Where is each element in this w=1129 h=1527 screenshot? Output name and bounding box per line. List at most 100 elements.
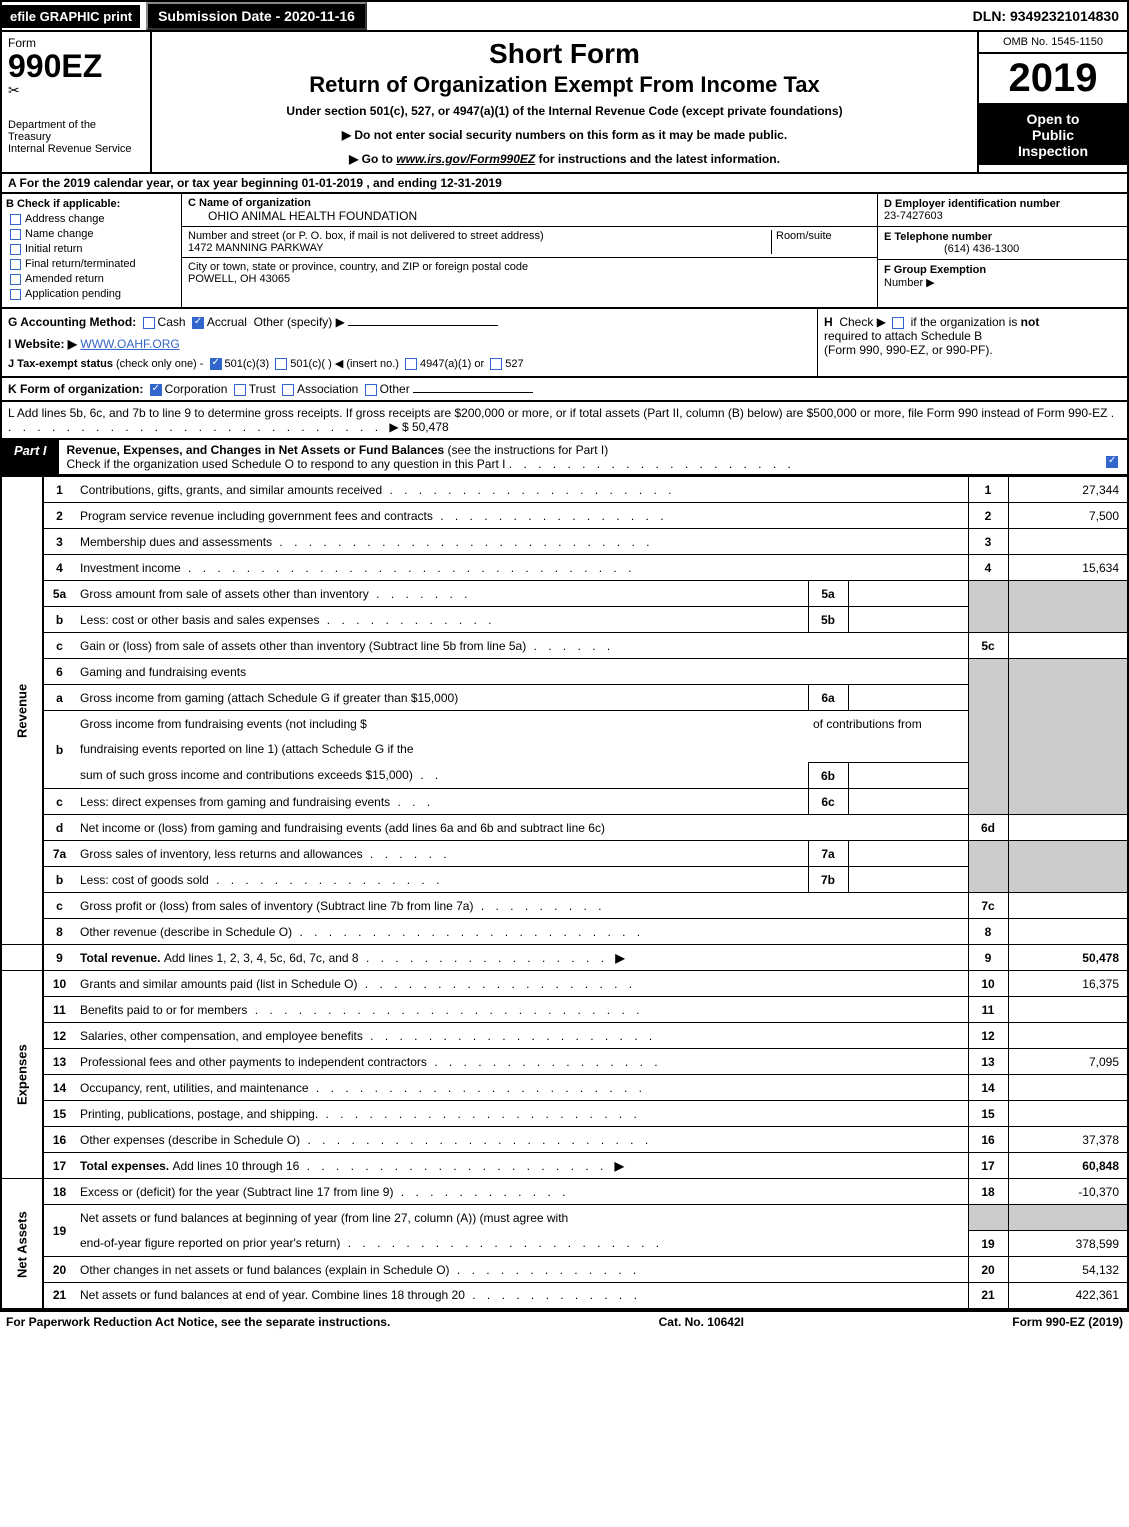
dln: DLN: 93492321014830 xyxy=(965,4,1127,28)
line-13: 13 Professional fees and other payments … xyxy=(1,1049,1128,1075)
line15-value xyxy=(1008,1101,1128,1127)
page-footer: For Paperwork Reduction Act Notice, see … xyxy=(0,1310,1129,1332)
efile-block: efile GRAPHIC print xyxy=(2,5,140,28)
line7c-value xyxy=(1008,893,1128,919)
phone-box: E Telephone number (614) 436-1300 xyxy=(878,227,1127,260)
header-right: OMB No. 1545-1150 2019 Open to Public In… xyxy=(977,32,1127,172)
cb-address-change[interactable]: Address change xyxy=(6,213,177,225)
line4-value: 15,634 xyxy=(1008,555,1128,581)
line2-value: 7,500 xyxy=(1008,503,1128,529)
org-name-box: C Name of organization OHIO ANIMAL HEALT… xyxy=(182,194,877,227)
identity-right: D Employer identification number 23-7427… xyxy=(877,194,1127,307)
line-11: 11 Benefits paid to or for members . . .… xyxy=(1,997,1128,1023)
section-c: C Name of organization OHIO ANIMAL HEALT… xyxy=(182,194,877,307)
cb-cash[interactable] xyxy=(143,317,155,329)
period-line: A For the 2019 calendar year, or tax yea… xyxy=(0,174,1129,194)
line3-value xyxy=(1008,529,1128,555)
line-6b-3: sum of such gross income and contributio… xyxy=(1,763,1128,789)
cb-accrual[interactable] xyxy=(192,317,204,329)
website-link[interactable]: WWW.OAHF.ORG xyxy=(80,337,179,351)
part1-table: Revenue 1 Contributions, gifts, grants, … xyxy=(0,476,1129,1310)
line-14: 14 Occupancy, rent, utilities, and maint… xyxy=(1,1075,1128,1101)
e-label: E Telephone number xyxy=(884,231,992,243)
cb-initial-return[interactable]: Initial return xyxy=(6,243,177,255)
gh-block: G Accounting Method: Cash Accrual Other … xyxy=(0,309,1129,378)
print-link[interactable]: print xyxy=(103,9,132,24)
identity-block: B Check if applicable: Address change Na… xyxy=(0,194,1129,309)
line14-value xyxy=(1008,1075,1128,1101)
line-21: 21 Net assets or fund balances at end of… xyxy=(1,1283,1128,1309)
b-label: B Check if applicable: xyxy=(6,198,177,210)
group-exemption-box: F Group Exemption Number ▶ xyxy=(878,260,1127,293)
line20-value: 54,132 xyxy=(1008,1257,1128,1283)
k-line: K Form of organization: Corporation Trus… xyxy=(0,378,1129,402)
submission-date: Submission Date - 2020-11-16 xyxy=(146,2,367,30)
cb-other-org[interactable] xyxy=(365,384,377,396)
header-left: Form 990EZ ✂ Department of the Treasury … xyxy=(2,32,152,172)
line-10: Expenses 10 Grants and similar amounts p… xyxy=(1,971,1128,997)
d-label: D Employer identification number xyxy=(884,198,1060,210)
return-title: Return of Organization Exempt From Incom… xyxy=(162,72,967,98)
cb-501c[interactable] xyxy=(275,358,287,370)
line-6b-2: fundraising events reported on line 1) (… xyxy=(1,737,1128,763)
line19-value: 378,599 xyxy=(1008,1231,1128,1257)
line12-value xyxy=(1008,1023,1128,1049)
line-3: 3 Membership dues and assessments . . . … xyxy=(1,529,1128,555)
line21-value: 422,361 xyxy=(1008,1283,1128,1309)
c-label: C Name of organization xyxy=(188,197,311,209)
topbar: efile GRAPHIC print Submission Date - 20… xyxy=(0,0,1129,32)
part1-header: Part I Revenue, Expenses, and Changes in… xyxy=(0,440,1129,476)
efile-label: efile GRAPHIC xyxy=(10,9,100,24)
cb-trust[interactable] xyxy=(234,384,246,396)
line10-value: 16,375 xyxy=(1008,971,1128,997)
section-b: B Check if applicable: Address change Na… xyxy=(2,194,182,307)
city-value: POWELL, OH 43065 xyxy=(188,273,290,285)
line-16: 16 Other expenses (describe in Schedule … xyxy=(1,1127,1128,1153)
cb-schedule-b[interactable] xyxy=(892,317,904,329)
gross-receipts: $ 50,478 xyxy=(402,420,449,434)
short-form-title: Short Form xyxy=(162,38,967,70)
phone-value: (614) 436-1300 xyxy=(884,243,1019,255)
tax-year: 2019 xyxy=(979,54,1127,105)
cb-final-return[interactable]: Final return/terminated xyxy=(6,258,177,270)
line6d-value xyxy=(1008,815,1128,841)
city-label: City or town, state or province, country… xyxy=(188,261,528,273)
cb-501c3[interactable] xyxy=(210,358,222,370)
line-7c: c Gross profit or (loss) from sales of i… xyxy=(1,893,1128,919)
form-ref: Form 990-EZ (2019) xyxy=(1012,1315,1123,1329)
irs-link[interactable]: www.irs.gov/Form990EZ xyxy=(396,152,535,166)
city-box: City or town, state or province, country… xyxy=(182,258,877,288)
line-5c: c Gain or (loss) from sale of assets oth… xyxy=(1,633,1128,659)
cb-4947[interactable] xyxy=(405,358,417,370)
line-20: 20 Other changes in net assets or fund b… xyxy=(1,1257,1128,1283)
cb-527[interactable] xyxy=(490,358,502,370)
line-2: 2 Program service revenue including gove… xyxy=(1,503,1128,529)
part1-title: Revenue, Expenses, and Changes in Net As… xyxy=(59,440,1097,474)
cb-association[interactable] xyxy=(282,384,294,396)
line-18: Net Assets 18 Excess or (deficit) for th… xyxy=(1,1179,1128,1205)
line-19-2: end-of-year figure reported on prior yea… xyxy=(1,1231,1128,1257)
line17-value: 60,848 xyxy=(1008,1153,1128,1179)
part1-label: Part I xyxy=(2,440,59,474)
inspection-notice: Open to Public Inspection xyxy=(979,105,1127,165)
catalog-number: Cat. No. 10642I xyxy=(659,1315,744,1329)
l-line: L Add lines 5b, 6c, and 7b to line 9 to … xyxy=(0,402,1129,440)
f-label: F Group Exemption xyxy=(884,264,986,276)
cb-amended-return[interactable]: Amended return xyxy=(6,273,177,285)
f-label2: Number ▶ xyxy=(884,277,935,289)
line9-value: 50,478 xyxy=(1008,945,1128,971)
dept-treasury: Department of the Treasury Internal Reve… xyxy=(8,119,144,155)
cb-application-pending[interactable]: Application pending xyxy=(6,288,177,300)
cb-corporation[interactable] xyxy=(150,384,162,396)
website-line: I Website: ▶ WWW.OAHF.ORG xyxy=(8,337,811,351)
section-h: H Check ▶ if the organization is not req… xyxy=(817,309,1127,376)
omb-number: OMB No. 1545-1150 xyxy=(979,32,1127,54)
line-7a: 7a Gross sales of inventory, less return… xyxy=(1,841,1128,867)
part1-schedule-o-check[interactable] xyxy=(1097,440,1127,474)
line-12: 12 Salaries, other compensation, and emp… xyxy=(1,1023,1128,1049)
line11-value xyxy=(1008,997,1128,1023)
paperwork-notice: For Paperwork Reduction Act Notice, see … xyxy=(6,1315,390,1329)
header: Form 990EZ ✂ Department of the Treasury … xyxy=(0,32,1129,174)
line-4: 4 Investment income . . . . . . . . . . … xyxy=(1,555,1128,581)
cb-name-change[interactable]: Name change xyxy=(6,228,177,240)
